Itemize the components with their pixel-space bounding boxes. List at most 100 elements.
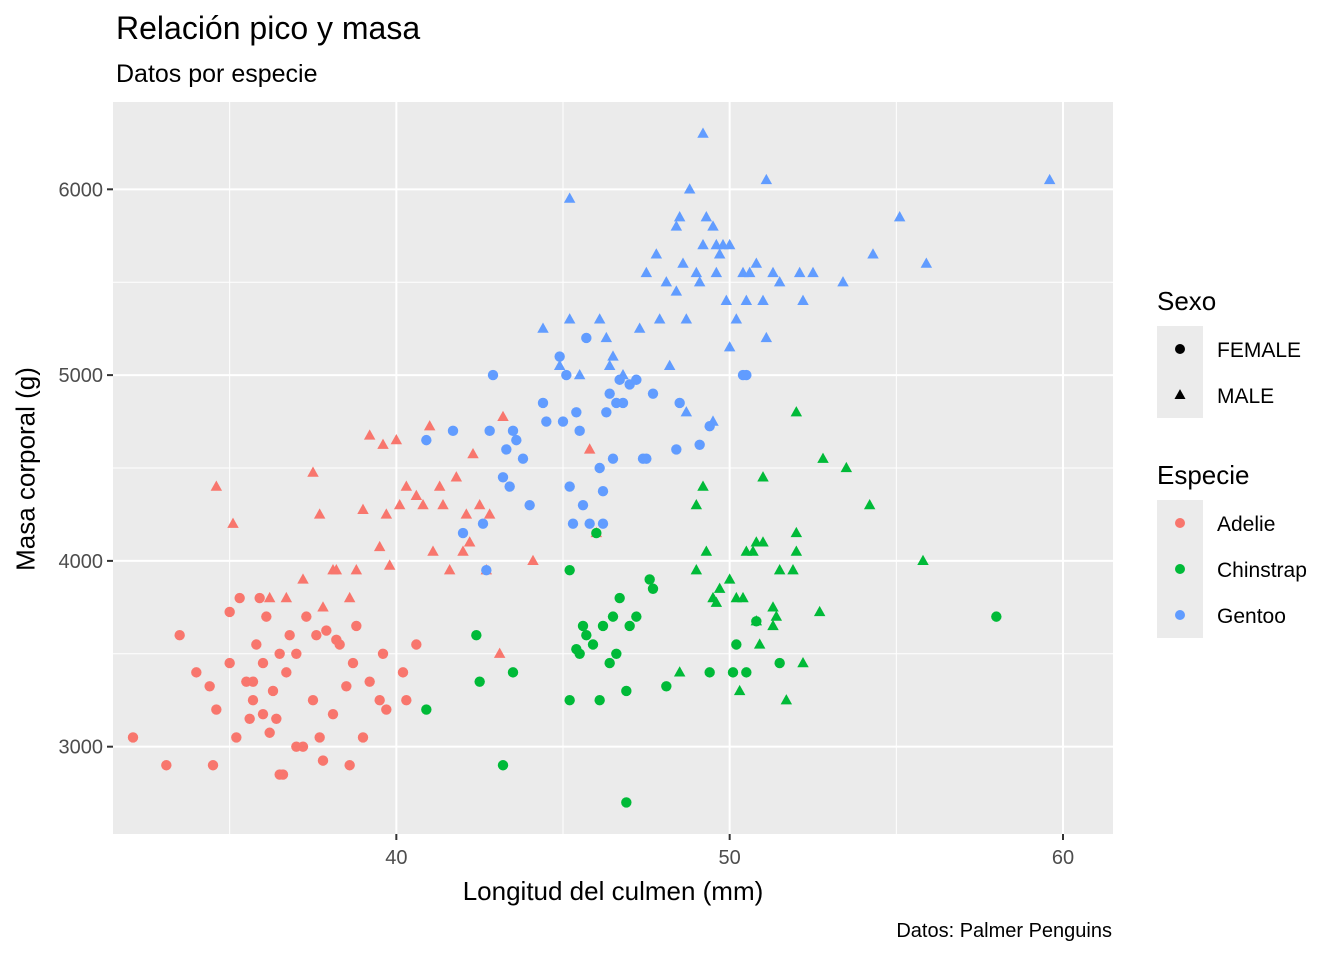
- point-gentoo-male: [707, 415, 719, 426]
- point-chinstrap-female: [574, 648, 585, 659]
- point-adelie-female: [234, 592, 245, 604]
- point-adelie-male: [350, 564, 363, 575]
- point-gentoo-male: [723, 238, 736, 250]
- point-gentoo-female: [601, 407, 612, 418]
- legend-label-gentoo: Gentoo: [1217, 605, 1286, 628]
- point-adelie-female: [257, 657, 269, 669]
- y-tick-label: 5000: [59, 365, 104, 387]
- point-gentoo-male: [670, 285, 683, 296]
- point-adelie-female: [334, 639, 345, 650]
- point-gentoo-female: [517, 453, 529, 464]
- point-chinstrap-male: [790, 526, 803, 538]
- point-adelie-female: [257, 708, 269, 720]
- point-gentoo-male: [723, 341, 736, 352]
- point-gentoo-male: [730, 313, 743, 324]
- point-adelie-male: [317, 601, 329, 612]
- point-adelie-male: [427, 545, 439, 556]
- point-chinstrap-male: [750, 615, 763, 626]
- point-chinstrap-female: [581, 630, 592, 641]
- point-gentoo-female: [457, 527, 469, 539]
- point-adelie-male: [393, 499, 406, 510]
- point-gentoo-female: [557, 416, 569, 427]
- point-gentoo-female: [617, 397, 629, 409]
- axis-ticks: 40 50 60 3000 4000 5000 6000: [59, 179, 1075, 869]
- legend-key-male: [1174, 389, 1186, 399]
- point-gentoo-female: [477, 518, 489, 529]
- point-gentoo-female: [561, 369, 572, 381]
- point-gentoo-female: [607, 453, 619, 464]
- point-gentoo-female: [581, 332, 592, 344]
- point-gentoo-female: [567, 518, 579, 529]
- point-chinstrap-male: [700, 545, 713, 556]
- point-gentoo-female: [741, 369, 752, 381]
- point-gentoo-male: [867, 248, 879, 259]
- point-adelie-female: [301, 611, 312, 622]
- point-gentoo-male: [680, 406, 693, 417]
- chart-subtitle: Datos por especie: [116, 60, 318, 88]
- point-adelie-female: [191, 667, 202, 678]
- point-chinstrap-female: [731, 639, 742, 650]
- point-chinstrap-male: [737, 591, 749, 603]
- point-adelie-male: [227, 517, 239, 528]
- point-adelie-male: [417, 499, 429, 510]
- x-axis-label: Longitud del culmen (mm): [462, 876, 764, 906]
- point-gentoo-male: [537, 322, 549, 333]
- x-tick-label: 60: [1052, 847, 1074, 869]
- point-chinstrap-female: [614, 592, 625, 604]
- point-adelie-female: [224, 606, 235, 618]
- point-chinstrap-female: [471, 630, 482, 641]
- y-tick-label: 3000: [59, 737, 104, 759]
- point-gentoo-female: [674, 397, 685, 409]
- point-adelie-female: [161, 760, 172, 771]
- point-adelie-female: [357, 732, 369, 743]
- point-gentoo-male: [1043, 173, 1056, 185]
- point-gentoo-female: [511, 434, 522, 446]
- point-gentoo-male: [563, 313, 576, 324]
- point-adelie-male: [390, 434, 403, 445]
- point-chinstrap-male: [697, 480, 709, 491]
- point-gentoo-male: [700, 211, 713, 222]
- point-chinstrap-male: [790, 545, 803, 556]
- point-gentoo-male: [680, 313, 693, 324]
- point-adelie-female: [347, 657, 359, 669]
- point-gentoo-male: [713, 248, 726, 259]
- point-adelie-female: [321, 625, 332, 636]
- legend-label-chinstrap: Chinstrap: [1217, 559, 1307, 582]
- point-chinstrap-male: [813, 605, 826, 617]
- point-gentoo-male: [693, 276, 706, 287]
- point-chinstrap-female: [474, 676, 485, 687]
- point-chinstrap-female: [607, 611, 619, 622]
- point-gentoo-male: [743, 266, 756, 278]
- point-gentoo-male: [617, 368, 629, 380]
- point-adelie-female: [307, 695, 319, 706]
- point-gentoo-female: [647, 388, 659, 399]
- point-gentoo-male: [600, 331, 613, 343]
- point-gentoo-female: [541, 416, 552, 427]
- legend-key-gentoo: [1175, 610, 1185, 620]
- point-chinstrap-male: [753, 638, 766, 649]
- point-chinstrap-female: [564, 564, 575, 576]
- point-adelie-male: [280, 591, 293, 603]
- point-adelie-female: [261, 611, 272, 622]
- point-adelie-male: [460, 508, 473, 519]
- point-gentoo-female: [447, 425, 459, 437]
- legend-key-box: [1157, 326, 1203, 418]
- point-gentoo-female: [487, 369, 499, 381]
- point-adelie-male: [450, 471, 463, 482]
- point-adelie-male: [457, 545, 469, 556]
- point-adelie-male: [463, 536, 476, 547]
- point-gentoo-male: [690, 266, 703, 278]
- point-gentoo-female: [537, 397, 549, 409]
- point-adelie-male: [583, 443, 596, 454]
- point-gentoo-male: [697, 127, 709, 138]
- point-adelie-male: [210, 480, 223, 491]
- point-adelie-female: [174, 630, 185, 641]
- point-chinstrap-female: [591, 527, 602, 539]
- point-adelie-female: [401, 695, 412, 706]
- point-gentoo-female: [421, 434, 432, 446]
- point-gentoo-male: [750, 257, 763, 268]
- point-chinstrap-female: [577, 620, 589, 632]
- point-adelie-female: [264, 727, 275, 738]
- point-gentoo-male: [773, 276, 786, 287]
